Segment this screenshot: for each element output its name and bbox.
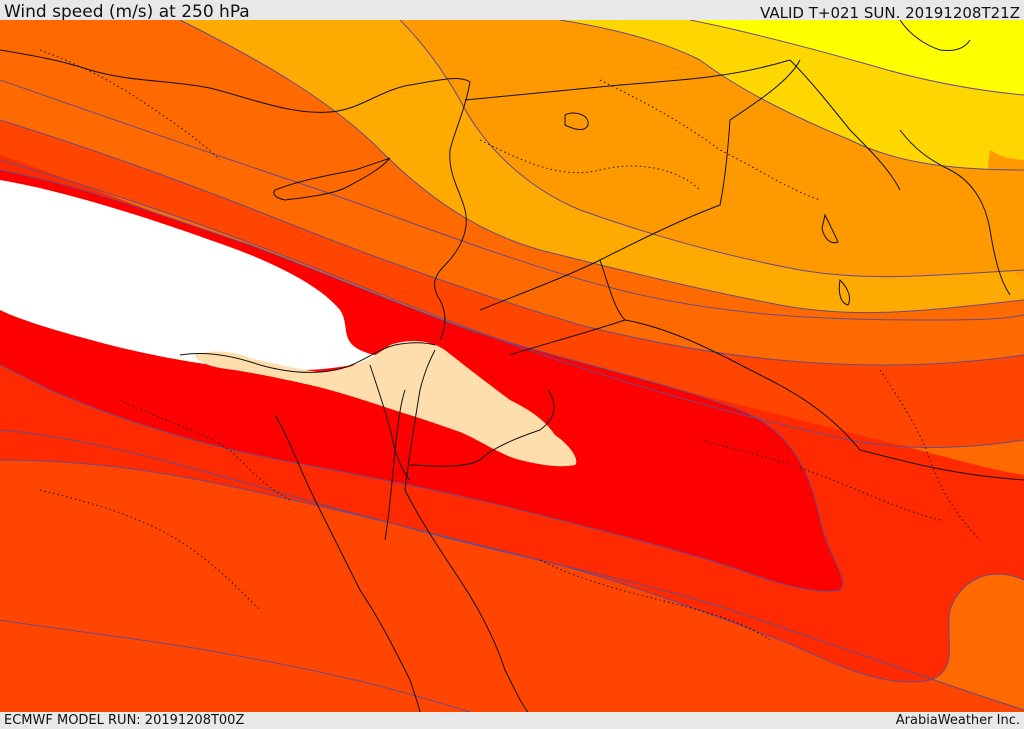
coastline-cyprus bbox=[273, 157, 391, 201]
political-borders bbox=[369, 59, 1024, 481]
coastline-red-sea-east bbox=[404, 489, 529, 712]
coastline-mediterranean-north bbox=[0, 49, 471, 113]
coastline-gulf-of-aqaba bbox=[404, 349, 436, 491]
internal-boundary-8 bbox=[39, 49, 221, 161]
contour-line-2 bbox=[399, 20, 1024, 278]
band-red-orange-middle bbox=[0, 120, 1024, 448]
contour-line-7 bbox=[0, 159, 1024, 448]
border-egypt-libya bbox=[369, 364, 411, 481]
contour-line-10 bbox=[0, 619, 471, 712]
border-egypt-sudan bbox=[409, 389, 555, 467]
coastline-north-africa bbox=[179, 342, 436, 373]
contour-line-4 bbox=[689, 20, 1024, 96]
border-saudi-iraq bbox=[479, 59, 801, 311]
coastline-persian-gulf bbox=[899, 129, 1011, 296]
border-saudi-kuwait bbox=[624, 319, 1024, 481]
valid-time-label: VALID T+021 SUN. 20191208T21Z bbox=[760, 4, 1020, 22]
internal-boundary-4 bbox=[539, 559, 771, 641]
coastline-bahrain bbox=[838, 278, 851, 306]
coastlines bbox=[0, 20, 1011, 712]
contour-line-3 bbox=[559, 20, 1024, 171]
band-dark-orange-middle bbox=[0, 80, 1024, 352]
contour-line-6 bbox=[0, 119, 1024, 366]
band-white-core bbox=[0, 180, 410, 371]
contour-lines bbox=[0, 20, 1024, 712]
contour-line-11 bbox=[0, 429, 1024, 711]
coastline-caspian bbox=[899, 20, 971, 51]
border-iran-iraq bbox=[789, 59, 901, 191]
internal-boundaries bbox=[39, 49, 981, 641]
coastline-levant bbox=[434, 81, 471, 341]
model-run-label: ECMWF MODEL RUN: 20191208T00Z bbox=[4, 713, 245, 728]
coastline-qatar bbox=[821, 213, 839, 244]
border-turkey-syria bbox=[464, 59, 791, 101]
credit-label: ArabiaWeather Inc. bbox=[895, 713, 1020, 728]
coastline-lake-van bbox=[564, 112, 589, 130]
band-peach-region bbox=[195, 340, 577, 467]
header-bar: Wind speed (m/s) at 250 hPa VALID T+021 … bbox=[0, 0, 1024, 22]
contour-line-5 bbox=[0, 79, 1024, 321]
band-orange-southeast bbox=[987, 150, 1024, 280]
chart-title: Wind speed (m/s) at 250 hPa bbox=[4, 2, 250, 22]
contour-line-8 bbox=[0, 169, 844, 592]
internal-boundary-3 bbox=[39, 489, 261, 611]
coastline-red-sea-west bbox=[274, 414, 421, 712]
band-orange-red-south bbox=[0, 430, 1024, 712]
internal-boundary-1 bbox=[479, 139, 701, 191]
footer-bar: ECMWF MODEL RUN: 20191208T00Z ArabiaWeat… bbox=[0, 712, 1024, 729]
map-canvas bbox=[0, 20, 1024, 712]
border-saudi-jordan bbox=[509, 259, 626, 356]
wind-speed-map bbox=[0, 20, 1024, 712]
contour-line-9 bbox=[0, 459, 1024, 683]
contour-line-1 bbox=[179, 20, 1024, 314]
